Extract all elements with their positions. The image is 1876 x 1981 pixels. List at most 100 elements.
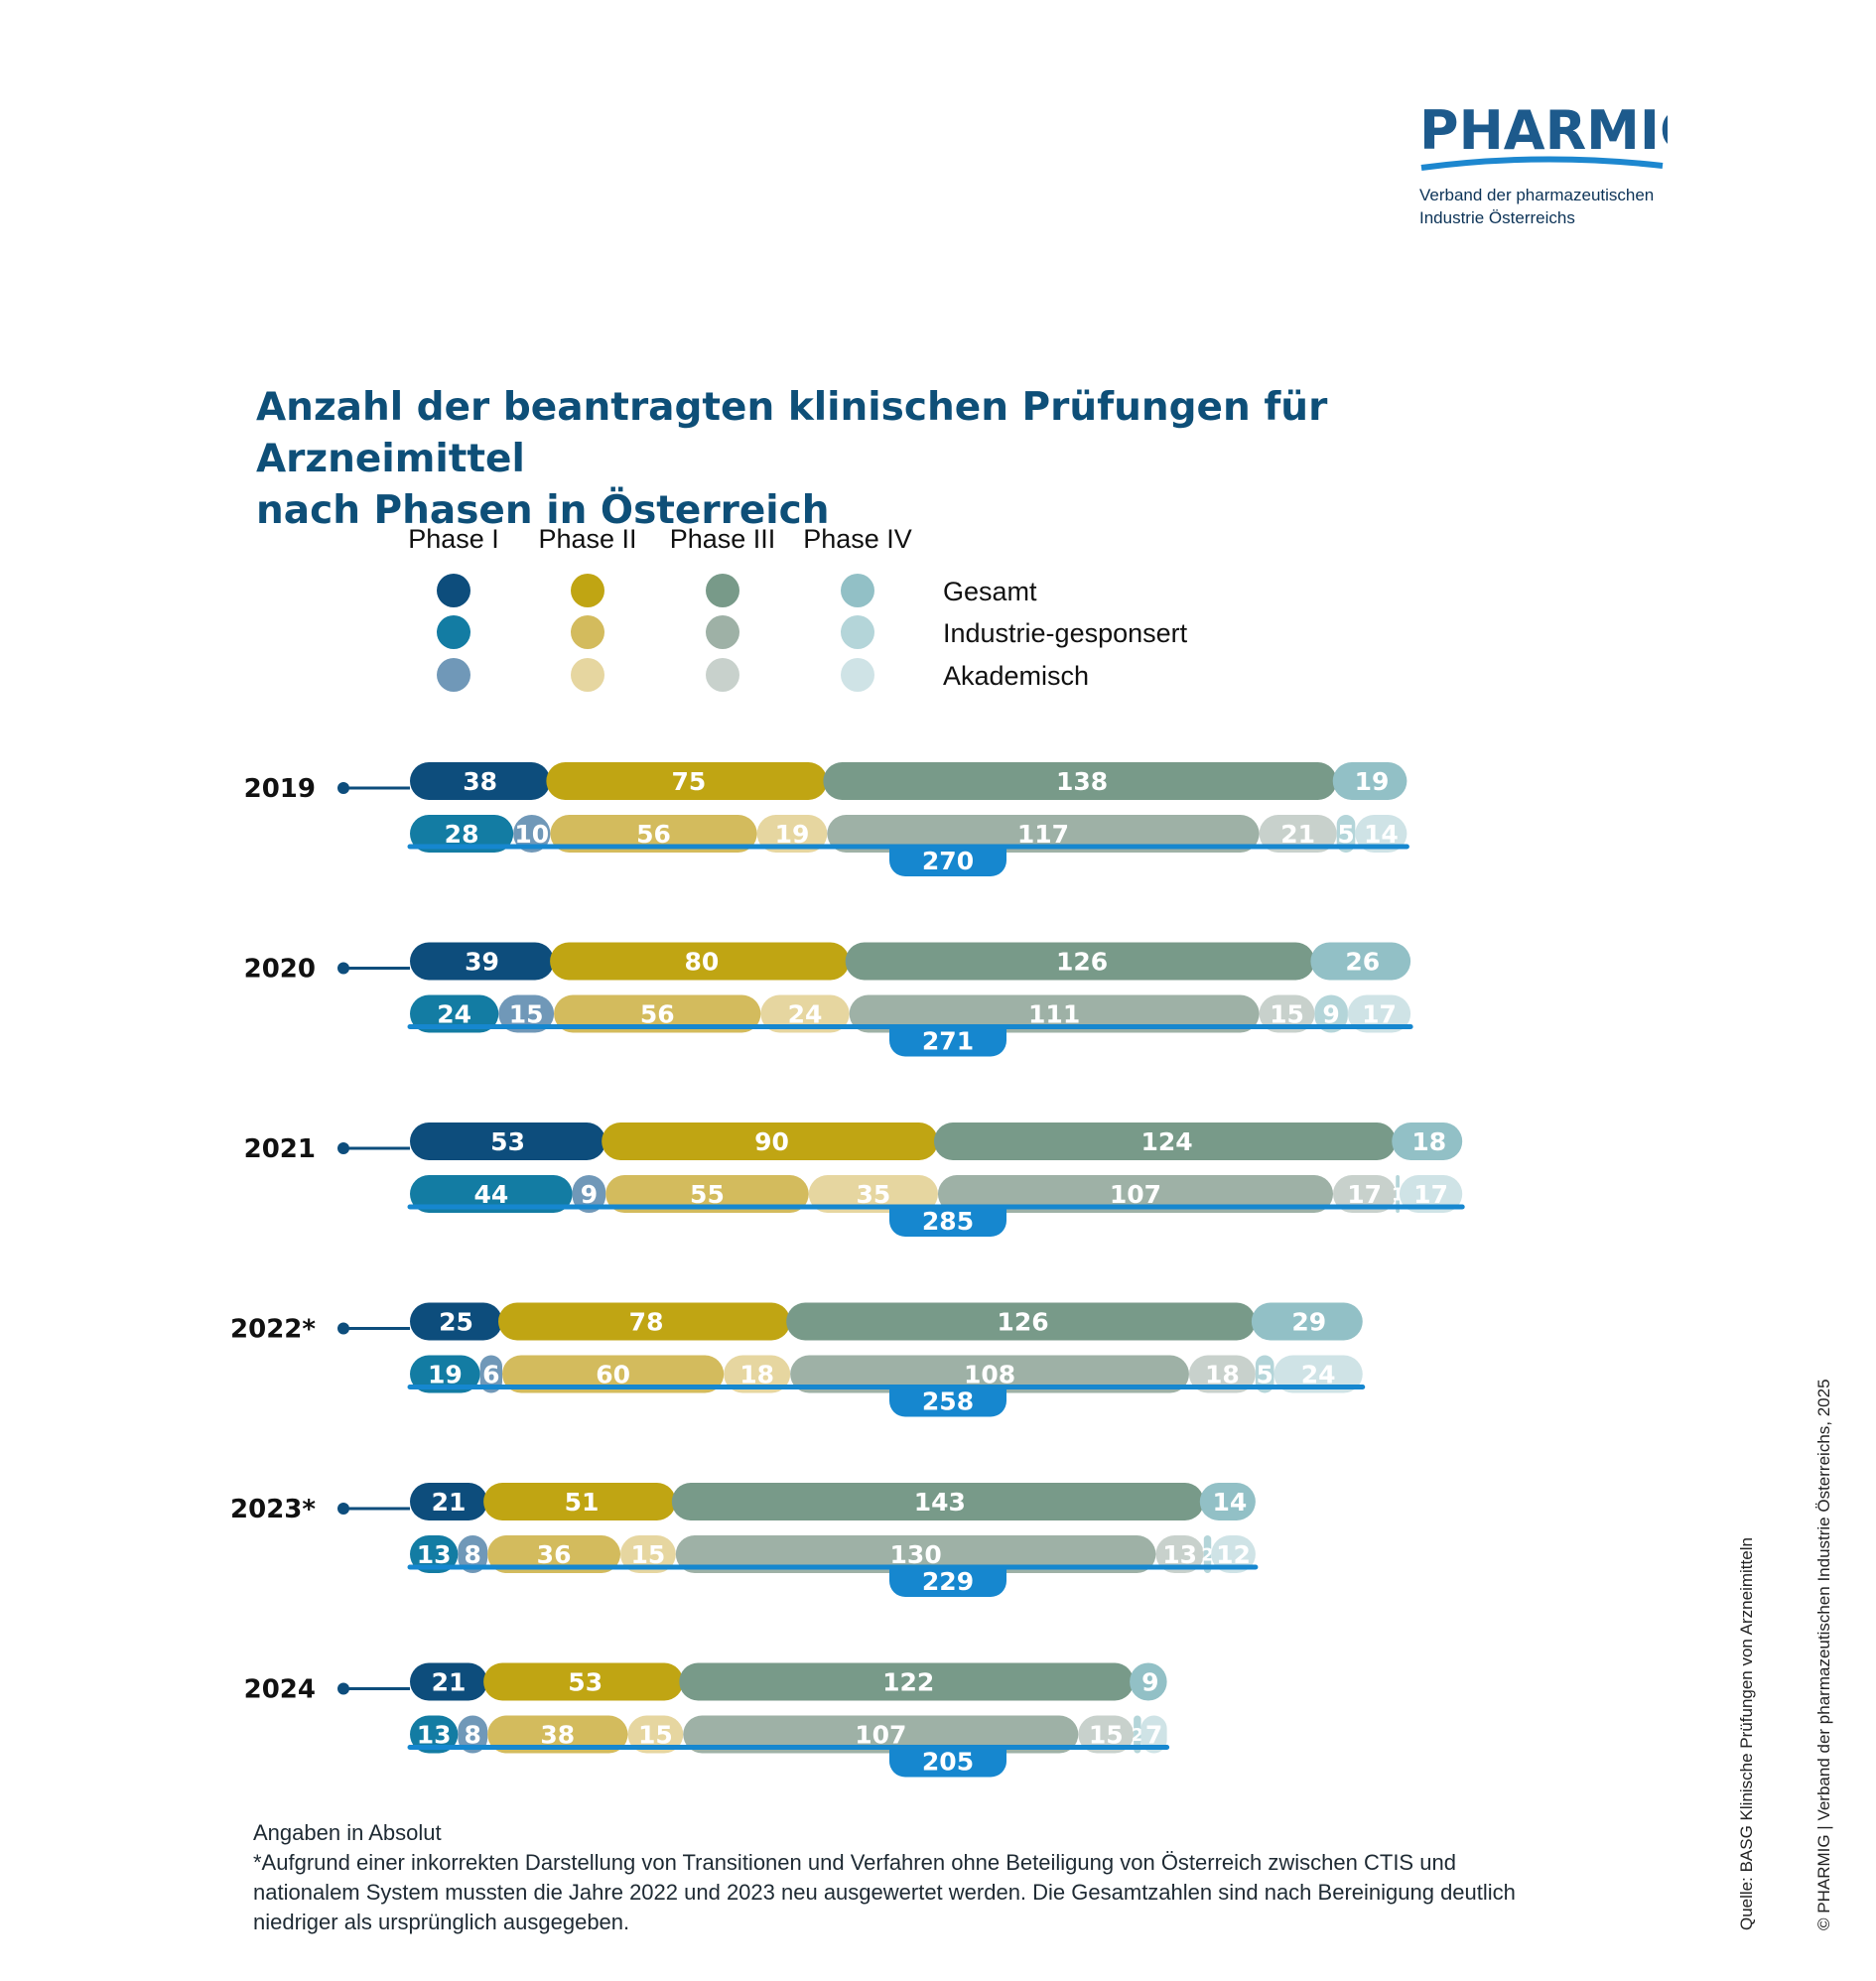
- label-gesamt-2023-phase-1: 21: [432, 1488, 467, 1517]
- bar-industrie-2024-phase-4: [1134, 1715, 1141, 1754]
- label-industrie-2019-phase-2: 56: [636, 820, 671, 849]
- year-label-2019: 2019: [244, 774, 316, 804]
- bar-gesamt-2021-phase-3: [933, 1123, 1397, 1160]
- label-gesamt-2020-phase-4: 26: [1345, 948, 1380, 977]
- legend-label-gesamt: Gesamt: [943, 577, 1037, 606]
- bar-akademisch-2019-phase-3: [1259, 815, 1337, 853]
- bar-akademisch-2021-phase-3: [1333, 1175, 1397, 1213]
- label-industrie-2020-phase-2: 56: [640, 1000, 675, 1029]
- logo-wordmark: PHARMIG: [1419, 99, 1668, 162]
- label-akademisch-2022-phase-4: 24: [1301, 1361, 1336, 1389]
- label-akademisch-2024-phase-3: 15: [1089, 1721, 1124, 1750]
- legend-swatch-gesamt-3: [706, 574, 739, 607]
- label-industrie-2021-phase-1: 44: [473, 1180, 508, 1209]
- label-industrie-2023-phase-3: 130: [890, 1540, 942, 1569]
- bar-industrie-2019-phase-3: [827, 815, 1260, 853]
- total-badge-2022: [889, 1385, 1006, 1417]
- label-gesamt-2023-phase-4: 14: [1212, 1488, 1247, 1517]
- footnote-line-2: nationalem System mussten die Jahre 2022…: [253, 1880, 1516, 1905]
- label-akademisch-2019-phase-4: 14: [1364, 820, 1399, 849]
- label-gesamt-2024-phase-1: 21: [432, 1668, 467, 1697]
- page-title: Anzahl der beantragten klinischen Prüfun…: [256, 382, 1596, 537]
- footnote-line-3: niedriger als ursprünglich ausgegeben.: [253, 1910, 630, 1934]
- pharmig-logo: PHARMIG Verband der pharmazeutischen Ind…: [1419, 99, 1703, 229]
- total-badge-2021: [889, 1205, 1006, 1237]
- bar-gesamt-2019-phase-3: [823, 762, 1337, 800]
- bar-akademisch-2020-phase-2: [760, 994, 850, 1033]
- label-akademisch-2019-phase-3: 21: [1280, 820, 1315, 849]
- bar-industrie-2019-phase-4: [1336, 815, 1356, 853]
- legend: Phase I Phase II Phase III Phase IV Gesamt In…: [408, 524, 1188, 692]
- bar-gesamt-2024-phase-2: [483, 1662, 684, 1701]
- bar-gesamt-2022-phase-3: [786, 1302, 1256, 1341]
- bar-akademisch-2023-phase-3: [1155, 1535, 1204, 1573]
- bar-akademisch-2024-phase-4: [1140, 1715, 1167, 1754]
- bar-gesamt-2023-phase-3: [671, 1483, 1204, 1520]
- bar-akademisch-2020-phase-4: [1347, 994, 1411, 1033]
- legend-phase-3: Phase III: [670, 524, 776, 554]
- bar-akademisch-2023-phase-2: [620, 1535, 676, 1573]
- label-industrie-2022-phase-2: 60: [596, 1361, 630, 1389]
- label-industrie-2021-phase-2: 55: [690, 1180, 725, 1209]
- bar-gesamt-2020-phase-2: [550, 942, 850, 981]
- bar-industrie-2020-phase-4: [1314, 994, 1348, 1033]
- total-badge-2020: [889, 1024, 1006, 1057]
- label-industrie-2024-phase-4: 2: [1132, 1725, 1144, 1746]
- bar-industrie-2022-phase-4: [1255, 1355, 1274, 1393]
- bar-industrie-2019-phase-2: [550, 815, 757, 853]
- total-badge-2023: [889, 1565, 1006, 1597]
- bar-industrie-2021-phase-2: [605, 1175, 809, 1213]
- label-akademisch-2020-phase-4: 17: [1362, 1000, 1397, 1029]
- bar-akademisch-2020-phase-3: [1259, 994, 1315, 1033]
- bar-gesamt-2023-phase-1: [410, 1483, 488, 1520]
- total-label-2019: 270: [922, 847, 974, 875]
- label-gesamt-2019-phase-4: 19: [1355, 767, 1390, 796]
- label-gesamt-2024-phase-3: 122: [882, 1668, 934, 1697]
- label-industrie-2023-phase-4: 2: [1201, 1544, 1214, 1565]
- bar-industrie-2019-phase-1: [410, 815, 514, 853]
- label-gesamt-2021-phase-1: 53: [490, 1127, 525, 1156]
- total-label-2024: 205: [922, 1748, 974, 1777]
- label-gesamt-2020-phase-2: 80: [684, 948, 719, 977]
- logo-tagline: Verband der pharmazeutischen Industrie Ö…: [1419, 184, 1677, 229]
- bar-akademisch-2020-phase-1: [498, 994, 555, 1033]
- bar-industrie-2023-phase-3: [675, 1535, 1156, 1573]
- label-industrie-2024-phase-2: 38: [540, 1721, 575, 1750]
- bar-gesamt-2021-phase-1: [410, 1123, 606, 1160]
- label-gesamt-2019-phase-1: 38: [463, 767, 497, 796]
- footnote-unit: Angaben in Absolut: [253, 1820, 442, 1845]
- bar-industrie-2021-phase-4: [1396, 1175, 1400, 1213]
- label-gesamt-2023-phase-3: 143: [914, 1488, 966, 1517]
- bar-akademisch-2023-phase-4: [1211, 1535, 1256, 1573]
- legend-swatch-akademisch-1: [437, 658, 470, 692]
- bar-akademisch-2022-phase-4: [1273, 1355, 1363, 1393]
- bar-akademisch-2022-phase-3: [1188, 1355, 1256, 1393]
- label-gesamt-2021-phase-4: 18: [1411, 1127, 1446, 1156]
- label-akademisch-2023-phase-1: 8: [465, 1540, 481, 1569]
- label-industrie-2019-phase-4: 5: [1337, 820, 1354, 849]
- legend-label-industrie: Industrie-gesponsert: [943, 618, 1188, 648]
- bar-gesamt-2019-phase-4: [1332, 762, 1407, 800]
- bar-akademisch-2021-phase-2: [808, 1175, 938, 1213]
- label-industrie-2024-phase-1: 13: [417, 1721, 452, 1750]
- bar-gesamt-2021-phase-4: [1392, 1123, 1463, 1160]
- label-akademisch-2023-phase-2: 15: [631, 1540, 666, 1569]
- legend-swatch-industrie-4: [841, 615, 874, 649]
- logo-tagline-1: Verband der pharmazeutischen: [1419, 186, 1655, 204]
- bar-gesamt-2020-phase-3: [845, 942, 1315, 981]
- label-industrie-2020-phase-3: 111: [1028, 1000, 1080, 1029]
- title-line-2: nach Phasen in Österreich: [256, 488, 830, 533]
- year-label-2024: 2024: [244, 1675, 316, 1705]
- year-label-2023: 2023*: [230, 1495, 316, 1524]
- label-industrie-2019-phase-1: 28: [445, 820, 479, 849]
- bar-industrie-2020-phase-1: [410, 994, 499, 1033]
- bar-industrie-2023-phase-4: [1203, 1535, 1212, 1573]
- label-industrie-2023-phase-2: 36: [537, 1540, 572, 1569]
- bar-gesamt-2022-phase-1: [410, 1302, 502, 1341]
- label-industrie-2020-phase-1: 24: [437, 1000, 471, 1029]
- bar-industrie-2020-phase-2: [554, 994, 761, 1033]
- bar-akademisch-2019-phase-2: [756, 815, 828, 853]
- label-akademisch-2021-phase-4: 17: [1413, 1180, 1448, 1209]
